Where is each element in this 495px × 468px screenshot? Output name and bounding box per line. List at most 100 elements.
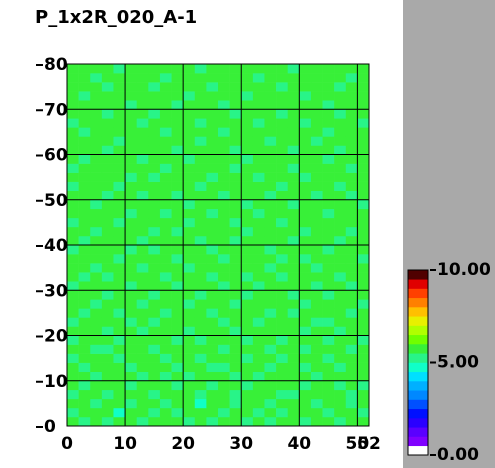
heat-cell <box>113 254 126 264</box>
heat-cell <box>241 217 254 228</box>
heat-cell <box>229 416 242 427</box>
heat-cell <box>357 362 370 372</box>
heat-cell <box>241 181 254 191</box>
heat-cell <box>159 118 172 128</box>
heat-cell <box>125 100 137 110</box>
heat-cell <box>183 317 196 327</box>
heat-cell <box>218 145 230 155</box>
heat-cell <box>183 190 196 201</box>
heat-cell <box>171 245 184 255</box>
heat-cell <box>229 290 242 300</box>
heat-cell <box>125 73 137 83</box>
heat-cell <box>67 226 79 237</box>
heat-cell <box>113 154 126 164</box>
heat-cell <box>136 416 149 427</box>
heat-cell <box>67 380 79 391</box>
heat-cell <box>113 281 126 291</box>
heat-cell <box>252 91 265 101</box>
heat-cell <box>113 344 126 354</box>
heat-cell <box>206 263 219 273</box>
colorbar-tick-label: 0.00 <box>437 445 479 465</box>
y-tick-label: 20 <box>44 327 68 347</box>
heat-cell <box>183 371 196 382</box>
heat-cell <box>299 91 312 101</box>
heat-cell <box>159 407 172 418</box>
heat-cell <box>334 272 347 282</box>
heat-cell <box>218 127 230 137</box>
heat-cell <box>183 73 196 83</box>
heat-cell <box>287 353 300 363</box>
heat-cell <box>276 407 288 418</box>
heat-cell <box>90 245 103 255</box>
heat-cell <box>125 190 137 201</box>
heat-cell <box>125 290 137 300</box>
heat-cell <box>159 344 172 354</box>
heat-cell <box>264 407 277 418</box>
heat-cell <box>218 109 230 119</box>
heat-cell <box>334 344 347 354</box>
heat-cell <box>101 217 114 228</box>
heat-cell <box>218 73 230 83</box>
heat-cell <box>276 199 288 210</box>
heat-cell <box>241 245 254 255</box>
heat-cell <box>136 118 149 128</box>
heat-cell <box>125 136 137 146</box>
heat-cell <box>310 326 323 336</box>
heat-cell <box>183 217 196 228</box>
colorbar-swatch <box>408 381 428 391</box>
heat-cell <box>357 263 370 273</box>
heat-cell <box>78 136 91 146</box>
heat-cell <box>148 109 161 119</box>
heat-cell <box>67 353 79 363</box>
heat-cell <box>194 109 207 119</box>
heat-cell <box>194 308 207 318</box>
heat-cell <box>113 407 126 418</box>
heat-cell <box>136 181 149 191</box>
heat-cell <box>171 154 184 164</box>
heat-cell <box>276 416 288 427</box>
heat-cell <box>78 226 91 237</box>
heat-cell <box>345 82 358 92</box>
heat-cell <box>229 344 242 354</box>
heat-cell <box>241 163 254 173</box>
heat-cell <box>125 226 137 237</box>
heat-cell <box>334 82 347 92</box>
heat-cell <box>276 398 288 409</box>
heat-cell <box>101 416 114 427</box>
heat-cell <box>206 163 219 173</box>
heat-cell <box>229 380 242 391</box>
heat-cell <box>229 109 242 119</box>
heat-cell <box>148 398 161 409</box>
heat-cell <box>310 398 323 409</box>
heat-cell <box>310 308 323 318</box>
heat-cell <box>148 317 161 327</box>
heat-cell <box>276 73 288 83</box>
heat-cell <box>78 254 91 264</box>
heat-cell <box>310 91 323 101</box>
heat-cell <box>113 73 126 83</box>
heat-cell <box>241 317 254 327</box>
heat-cell <box>252 353 265 363</box>
heat-cell <box>310 154 323 164</box>
heat-cell <box>229 389 242 400</box>
heat-cell <box>287 371 300 382</box>
heat-cell <box>183 163 196 173</box>
colorbar-swatch <box>408 362 428 373</box>
heat-cell <box>183 208 196 219</box>
heat-cell <box>67 263 79 273</box>
heat-cell <box>113 217 126 228</box>
heat-cell <box>101 118 114 128</box>
heat-cell <box>183 407 196 418</box>
heat-cell <box>229 199 242 210</box>
heat-cell <box>229 154 242 164</box>
heat-cell <box>334 308 347 318</box>
heat-cell <box>125 109 137 119</box>
heat-cell <box>299 254 312 264</box>
x-tick-label: 0 <box>61 434 73 454</box>
heat-cell <box>241 308 254 318</box>
heat-cell <box>101 335 114 345</box>
heat-cell <box>299 163 312 173</box>
heat-cell <box>241 299 254 309</box>
heat-cell <box>125 353 137 363</box>
heat-cell <box>299 82 312 92</box>
